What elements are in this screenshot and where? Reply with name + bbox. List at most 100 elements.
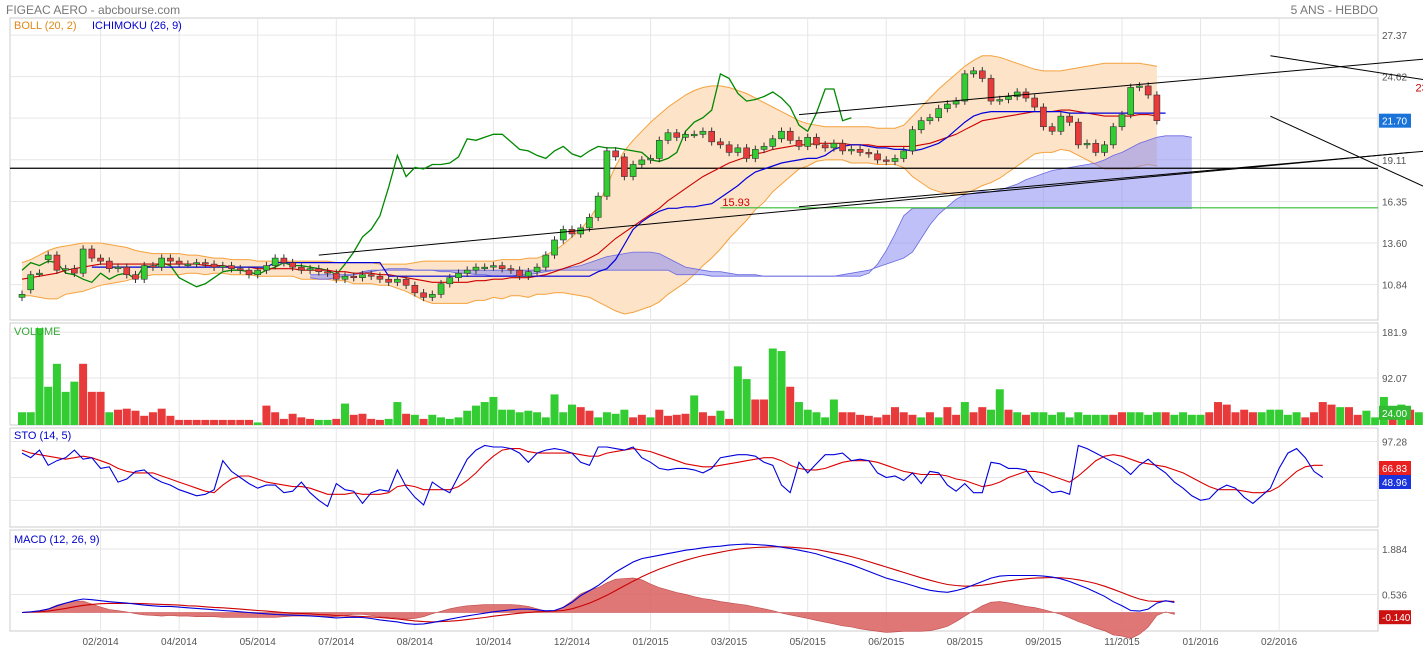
volume-bar: [297, 417, 306, 425]
candle: [228, 265, 235, 269]
last-macd-tag: -0.140: [1382, 613, 1411, 624]
volume-bar: [1187, 414, 1196, 425]
volume-bar: [358, 413, 367, 425]
volume-bar: [148, 412, 157, 425]
candle: [760, 146, 768, 150]
candle: [402, 278, 410, 286]
volume-bar: [995, 389, 1004, 425]
volume-bar: [768, 348, 777, 425]
volume-bar: [410, 414, 419, 425]
candle: [708, 130, 715, 143]
volume-bar: [1248, 412, 1257, 425]
low-annotation: 15.93: [722, 197, 750, 209]
volume-bar: [1196, 414, 1205, 425]
volume-bar: [1056, 412, 1065, 425]
x-tick-label: 05/2014: [240, 637, 277, 648]
volume-bar: [61, 391, 70, 425]
volume-bar: [690, 395, 699, 425]
candle: [961, 73, 969, 102]
candle: [175, 260, 183, 265]
volume-bar: [681, 413, 690, 425]
volume-bar: [1362, 410, 1371, 425]
candle: [455, 272, 462, 279]
volume-bar: [847, 412, 856, 425]
volume-bar: [1214, 402, 1223, 425]
candle: [664, 132, 672, 141]
volume-bar: [428, 414, 437, 425]
volume-bar: [218, 419, 227, 425]
volume-bar: [838, 412, 847, 425]
legend-ichimoku: ICHIMOKU (26, 9): [92, 20, 182, 32]
macd-line: [21, 543, 1175, 625]
candle: [856, 149, 864, 153]
volume-bar: [122, 408, 131, 425]
volume-bar: [1004, 409, 1013, 425]
candle: [350, 275, 358, 279]
volume-bar: [960, 402, 969, 425]
chart-title: FIGEAC AERO - abcbourse.com: [6, 3, 180, 17]
volume-bar: [882, 414, 891, 425]
volume-bar: [323, 419, 332, 425]
candle: [1083, 143, 1091, 146]
candle: [1075, 121, 1082, 146]
volume-bar: [70, 381, 79, 425]
price-tick-label: 16.35: [1382, 197, 1407, 208]
candle: [778, 130, 785, 140]
volume-tick-label: 92.07: [1382, 374, 1407, 385]
price-tick-label: 27.37: [1382, 31, 1407, 42]
volume-bar: [402, 413, 411, 425]
candle: [106, 260, 113, 269]
volume-bar: [175, 419, 184, 425]
candle: [525, 271, 532, 277]
volume-bar: [742, 379, 751, 425]
candle: [27, 274, 35, 291]
volume-bar: [1257, 412, 1266, 425]
last-price-tag: 21.70: [1382, 117, 1407, 128]
candle: [830, 143, 838, 149]
candle: [970, 70, 977, 75]
candle: [376, 275, 384, 280]
candle: [769, 138, 777, 147]
x-tick-label: 03/2015: [711, 637, 748, 648]
volume-bar: [969, 412, 978, 425]
volume-bar: [1318, 402, 1327, 425]
volume-bar: [908, 414, 917, 425]
volume-bar: [602, 412, 611, 425]
candle: [18, 294, 26, 298]
price-panel-frame: [9, 17, 1379, 321]
high-annotation: 23.90: [1416, 82, 1423, 94]
x-tick-label: 08/2014: [397, 637, 434, 648]
volume-bar: [524, 410, 533, 425]
volume-bar: [576, 407, 585, 425]
volume-bar: [629, 417, 638, 425]
volume-bar: [515, 412, 524, 425]
volume-bar: [943, 407, 952, 425]
volume-bar: [44, 386, 53, 425]
last-price-tag-box: [1379, 113, 1411, 128]
volume-bar: [1074, 412, 1083, 425]
candle: [734, 147, 742, 153]
volume-bar: [419, 418, 428, 425]
volume-bar: [891, 407, 899, 425]
volume-bar: [856, 414, 865, 425]
candle: [437, 283, 445, 295]
volume-bar: [437, 417, 446, 425]
candle: [786, 130, 794, 141]
candle: [236, 268, 244, 271]
volume-bar: [786, 386, 795, 425]
candle: [638, 159, 646, 165]
volume-bar: [899, 412, 908, 425]
macd-tick-label: 0.536: [1382, 590, 1407, 601]
volume-bar: [1240, 409, 1249, 425]
volume-bar: [1152, 412, 1161, 425]
macd-signal-line: [21, 546, 1175, 623]
candle: [987, 78, 995, 102]
candle: [341, 275, 349, 280]
candle: [752, 149, 759, 159]
candle: [917, 120, 925, 131]
legend-macd: MACD (12, 26, 9): [14, 534, 100, 546]
volume-bar: [733, 366, 742, 425]
macd-histogram: [21, 577, 1175, 639]
candle: [254, 269, 262, 276]
volume-bar: [646, 417, 655, 425]
